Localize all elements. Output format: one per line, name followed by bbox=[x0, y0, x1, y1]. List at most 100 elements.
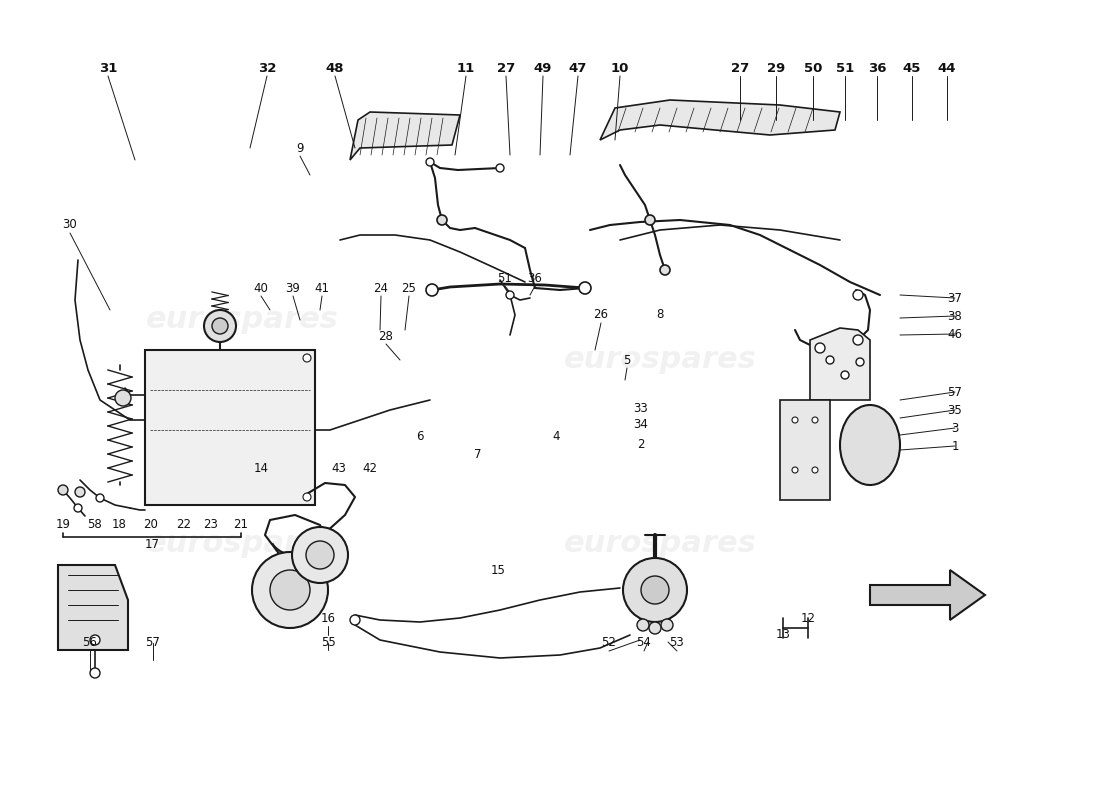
Circle shape bbox=[660, 265, 670, 275]
Text: 30: 30 bbox=[63, 218, 77, 231]
Text: 51: 51 bbox=[497, 271, 513, 285]
Text: 40: 40 bbox=[254, 282, 268, 294]
Circle shape bbox=[204, 310, 236, 342]
Text: 46: 46 bbox=[947, 327, 962, 341]
Text: 25: 25 bbox=[402, 282, 417, 294]
Circle shape bbox=[74, 504, 82, 512]
Text: 51: 51 bbox=[836, 62, 854, 74]
Circle shape bbox=[437, 215, 447, 225]
Circle shape bbox=[426, 158, 434, 166]
Circle shape bbox=[306, 541, 334, 569]
Text: 39: 39 bbox=[286, 282, 300, 294]
Text: eurospares: eurospares bbox=[145, 306, 339, 334]
Circle shape bbox=[826, 356, 834, 364]
Text: eurospares: eurospares bbox=[563, 346, 757, 374]
Circle shape bbox=[661, 619, 673, 631]
Text: 54: 54 bbox=[637, 637, 651, 650]
Text: 11: 11 bbox=[456, 62, 475, 74]
Text: 2: 2 bbox=[637, 438, 645, 450]
Text: 27: 27 bbox=[497, 62, 515, 74]
Text: 38: 38 bbox=[947, 310, 962, 322]
Circle shape bbox=[812, 467, 818, 473]
Text: 31: 31 bbox=[99, 62, 118, 74]
Text: 49: 49 bbox=[534, 62, 552, 74]
Text: 22: 22 bbox=[176, 518, 191, 530]
Circle shape bbox=[58, 485, 68, 495]
Text: 18: 18 bbox=[111, 518, 126, 530]
Polygon shape bbox=[350, 112, 460, 160]
Text: 43: 43 bbox=[331, 462, 346, 474]
Circle shape bbox=[302, 493, 311, 501]
Text: 41: 41 bbox=[315, 282, 330, 294]
Text: 28: 28 bbox=[378, 330, 394, 342]
Text: 7: 7 bbox=[474, 449, 482, 462]
Text: 12: 12 bbox=[801, 611, 815, 625]
Text: 14: 14 bbox=[253, 462, 268, 474]
Polygon shape bbox=[780, 400, 830, 500]
Text: 47: 47 bbox=[569, 62, 587, 74]
Text: 37: 37 bbox=[947, 291, 962, 305]
Text: 57: 57 bbox=[145, 637, 161, 650]
Circle shape bbox=[852, 290, 864, 300]
Text: 6: 6 bbox=[416, 430, 424, 443]
Text: 10: 10 bbox=[610, 62, 629, 74]
Text: 56: 56 bbox=[82, 637, 98, 650]
Text: 13: 13 bbox=[776, 629, 791, 642]
Text: 48: 48 bbox=[326, 62, 344, 74]
Circle shape bbox=[815, 343, 825, 353]
Bar bbox=[145, 350, 315, 505]
Text: 17: 17 bbox=[144, 538, 159, 551]
Circle shape bbox=[90, 635, 100, 645]
Circle shape bbox=[645, 215, 654, 225]
Circle shape bbox=[649, 622, 661, 634]
Circle shape bbox=[637, 619, 649, 631]
Text: 20: 20 bbox=[144, 518, 158, 530]
Circle shape bbox=[506, 291, 514, 299]
Text: 36: 36 bbox=[868, 62, 887, 74]
Text: 33: 33 bbox=[634, 402, 648, 414]
Text: 3: 3 bbox=[952, 422, 959, 434]
Circle shape bbox=[579, 282, 591, 294]
Text: 26: 26 bbox=[594, 309, 608, 322]
Polygon shape bbox=[810, 328, 870, 400]
Text: 8: 8 bbox=[657, 309, 663, 322]
Text: 5: 5 bbox=[624, 354, 630, 366]
Text: 44: 44 bbox=[937, 62, 956, 74]
Text: 35: 35 bbox=[947, 403, 962, 417]
Text: 9: 9 bbox=[296, 142, 304, 154]
Polygon shape bbox=[58, 565, 128, 650]
Ellipse shape bbox=[840, 405, 900, 485]
Circle shape bbox=[856, 358, 864, 366]
Circle shape bbox=[852, 335, 864, 345]
Circle shape bbox=[842, 371, 849, 379]
Circle shape bbox=[623, 558, 688, 622]
Text: 45: 45 bbox=[903, 62, 921, 74]
Circle shape bbox=[252, 552, 328, 628]
Circle shape bbox=[792, 417, 798, 423]
Text: eurospares: eurospares bbox=[145, 530, 339, 558]
Circle shape bbox=[292, 527, 348, 583]
Text: 42: 42 bbox=[363, 462, 377, 474]
Text: 19: 19 bbox=[55, 518, 70, 530]
Circle shape bbox=[496, 164, 504, 172]
Circle shape bbox=[75, 487, 85, 497]
Circle shape bbox=[116, 390, 131, 406]
Circle shape bbox=[212, 318, 228, 334]
Text: 23: 23 bbox=[204, 518, 219, 530]
Text: 53: 53 bbox=[670, 637, 684, 650]
Circle shape bbox=[812, 417, 818, 423]
Text: 1: 1 bbox=[952, 439, 959, 453]
Text: 34: 34 bbox=[634, 418, 648, 430]
Circle shape bbox=[792, 467, 798, 473]
Circle shape bbox=[302, 354, 311, 362]
Text: 55: 55 bbox=[320, 637, 336, 650]
Text: 57: 57 bbox=[947, 386, 962, 398]
Polygon shape bbox=[870, 570, 984, 620]
Text: 21: 21 bbox=[233, 518, 249, 530]
Text: 36: 36 bbox=[528, 271, 542, 285]
Text: 4: 4 bbox=[552, 430, 560, 443]
Circle shape bbox=[96, 494, 104, 502]
Text: 32: 32 bbox=[257, 62, 276, 74]
Circle shape bbox=[350, 615, 360, 625]
Text: 52: 52 bbox=[602, 637, 616, 650]
